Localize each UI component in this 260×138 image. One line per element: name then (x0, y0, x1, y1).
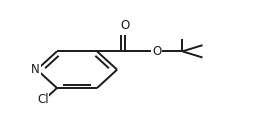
Text: Cl: Cl (37, 93, 49, 106)
Text: O: O (121, 18, 130, 32)
Text: O: O (152, 45, 161, 58)
Text: N: N (31, 63, 40, 75)
